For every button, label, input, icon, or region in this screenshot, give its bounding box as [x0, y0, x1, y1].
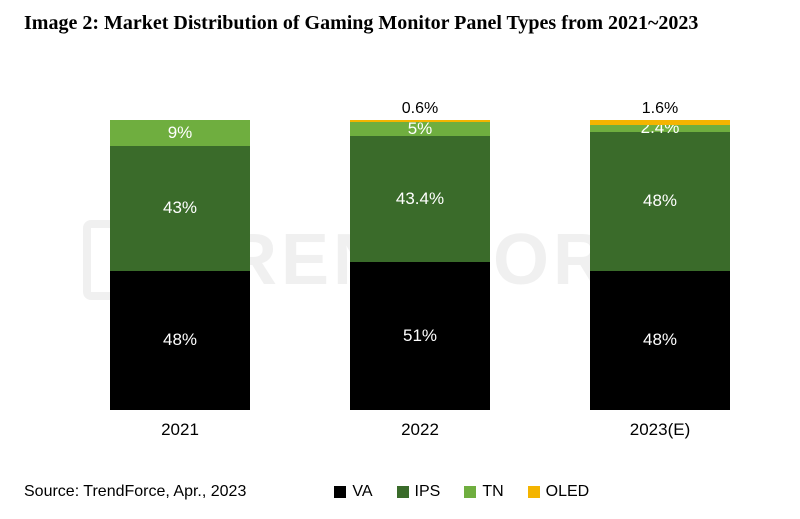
value-label: 51% — [403, 326, 437, 346]
legend-item-tn: TN — [464, 483, 503, 501]
bar-segment-ips: 43.4% — [350, 136, 490, 262]
legend-item-oled: OLED — [528, 483, 590, 501]
value-label: 43.4% — [396, 189, 444, 209]
x-axis-label: 2021 — [110, 420, 250, 440]
bar-column: 51%43.4%5%0.6%2022 — [350, 90, 490, 410]
stacked-bar: 48% 43% 9% — [110, 120, 250, 410]
source-text: Source: TrendForce, Apr., 2023 — [24, 483, 246, 501]
bar-column: 48%43%9%2021 — [110, 90, 250, 410]
x-axis-label: 2022 — [350, 420, 490, 440]
bar-segment-va: 51% — [350, 262, 490, 410]
stacked-bar: 51% 43.4% 5%0.6% — [350, 120, 490, 410]
bar-segment-va: 48% — [590, 271, 730, 410]
legend-swatch — [528, 486, 540, 498]
legend-item-ips: IPS — [397, 483, 441, 501]
legend-item-va: VA — [334, 483, 372, 501]
legend-label: OLED — [546, 483, 590, 501]
bar-segment-ips: 48% — [590, 132, 730, 271]
bar-segment-va: 48% — [110, 271, 250, 410]
bar-segment-tn: 9% — [110, 120, 250, 146]
legend-swatch — [334, 486, 346, 498]
value-label: 48% — [643, 191, 677, 211]
bar-column: 48%48%2.4%1.6%2023(E) — [590, 90, 730, 410]
stacked-bar: 48% 48% 2.4%1.6% — [590, 120, 730, 410]
bar-segment-oled: 0.6% — [350, 120, 490, 122]
x-axis-label: 2023(E) — [590, 420, 730, 440]
chart-footer: Source: TrendForce, Apr., 2023 VA IPS TN OL… — [24, 483, 776, 501]
value-label: 9% — [168, 123, 193, 143]
value-label: 1.6% — [642, 100, 678, 120]
chart-title: Image 2: Market Distribution of Gaming M… — [24, 12, 698, 35]
value-label: 0.6% — [402, 100, 438, 120]
stacked-bar-chart: 48%43%9%202151%43.4%5%0.6%202248%48%2.4%… — [50, 90, 770, 410]
legend-label: IPS — [415, 483, 441, 501]
legend-swatch — [464, 486, 476, 498]
legend-label: TN — [482, 483, 503, 501]
value-label: 43% — [163, 198, 197, 218]
legend-label: VA — [352, 483, 372, 501]
bar-segment-ips: 43% — [110, 146, 250, 271]
legend-swatch — [397, 486, 409, 498]
value-label: 48% — [643, 330, 677, 350]
value-label: 5% — [408, 119, 433, 139]
bar-segment-oled: 1.6% — [590, 120, 730, 125]
bar-segment-tn: 5% — [350, 122, 490, 137]
value-label: 48% — [163, 330, 197, 350]
legend: VA IPS TN OLED — [334, 483, 589, 501]
bar-segment-tn: 2.4% — [590, 125, 730, 132]
